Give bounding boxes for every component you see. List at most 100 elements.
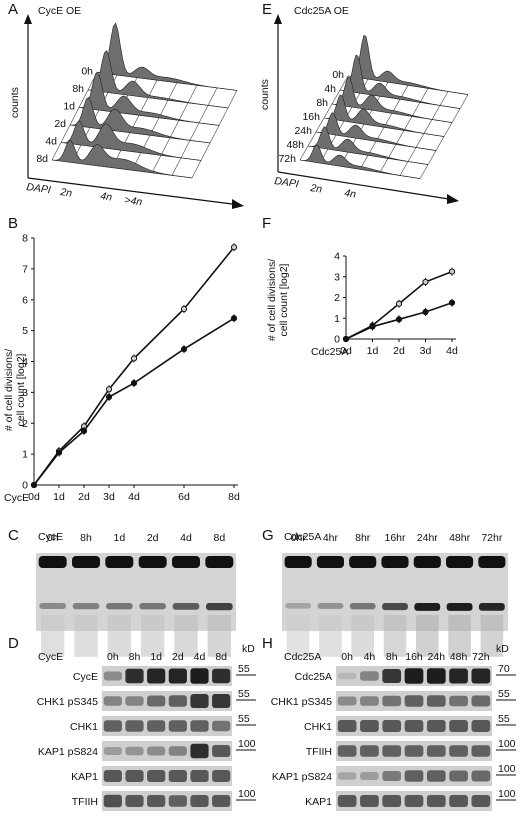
x-tick-label: 2d bbox=[78, 491, 90, 503]
blot-band bbox=[103, 671, 122, 681]
blot-band bbox=[337, 720, 357, 732]
blot-row-label: KAP1 bbox=[305, 796, 332, 808]
panel-c-gel-lanes: 0h 8h 1d 2d 4d 8d bbox=[36, 532, 236, 657]
kd-marker: 100 bbox=[498, 763, 516, 775]
blot-band bbox=[426, 770, 446, 782]
blot-band bbox=[125, 746, 144, 756]
gel-smear bbox=[174, 615, 198, 657]
panel-a-x-axis bbox=[27, 177, 241, 206]
kd-marker: 100 bbox=[238, 738, 256, 750]
panel-a-y-arrow bbox=[24, 14, 32, 24]
blot-band bbox=[382, 720, 402, 732]
gel-band bbox=[478, 603, 505, 611]
panel-a-x-arrow bbox=[232, 199, 244, 209]
lane-label: 8h bbox=[129, 651, 141, 663]
histogram-row-label: 48h bbox=[286, 139, 304, 151]
histogram-trace bbox=[78, 71, 220, 126]
y-tick-label: 6 bbox=[22, 294, 28, 306]
histogram-trace bbox=[87, 49, 229, 109]
blot-band bbox=[471, 720, 491, 732]
panel-d-kd-label: kD bbox=[242, 643, 255, 655]
gel-band bbox=[446, 603, 473, 611]
panel-e-xlabel: DAPI bbox=[274, 175, 300, 190]
panel-h-letter: H bbox=[262, 635, 273, 652]
blot-band bbox=[360, 772, 379, 780]
panel-c-label: CycE bbox=[38, 531, 63, 543]
gel-well bbox=[413, 556, 441, 568]
histogram-row-label: 8d bbox=[36, 153, 48, 165]
histogram-trace bbox=[69, 96, 211, 144]
panel-f-letter: F bbox=[262, 215, 271, 232]
blot-row-label: CHK1 bbox=[304, 721, 332, 733]
gel-smear bbox=[141, 615, 165, 657]
blot-band bbox=[103, 794, 122, 808]
blot-band bbox=[337, 745, 357, 757]
histogram-gridline bbox=[151, 85, 198, 173]
data-point bbox=[105, 386, 113, 393]
gel-well bbox=[446, 556, 474, 568]
y-tick-label: 3 bbox=[22, 387, 28, 399]
histogram-trace bbox=[347, 34, 469, 95]
gel-well bbox=[105, 556, 134, 568]
blot-row-label: TFIIH bbox=[72, 796, 98, 808]
blot-row-label: Cdc25A bbox=[295, 671, 332, 683]
gel-band bbox=[414, 603, 441, 611]
gel-well bbox=[284, 556, 312, 568]
lane-label: 24h bbox=[428, 651, 446, 663]
data-point bbox=[80, 427, 88, 435]
blot-band bbox=[382, 745, 402, 757]
histogram-trace bbox=[60, 120, 202, 161]
histogram-trace bbox=[51, 140, 193, 179]
blot-band bbox=[103, 747, 122, 755]
data-point bbox=[30, 481, 38, 489]
y-tick-label: 3 bbox=[334, 271, 340, 283]
histogram-trace bbox=[315, 112, 437, 151]
blot-band bbox=[449, 720, 468, 732]
gel-well bbox=[72, 556, 100, 568]
gel-smear bbox=[448, 615, 471, 657]
blot-band bbox=[125, 770, 144, 782]
x-tick-label: 4d bbox=[446, 345, 458, 357]
blot-band bbox=[190, 668, 209, 684]
blot-band bbox=[212, 745, 231, 757]
panel-g-label: Cdc25A bbox=[284, 531, 321, 543]
x-tick-label: 4d bbox=[128, 491, 140, 503]
blot-band bbox=[125, 720, 144, 732]
blot-band bbox=[168, 795, 187, 807]
blot-band bbox=[190, 743, 209, 759]
lane-label: 72h bbox=[472, 651, 490, 663]
histogram-row-label: 4h bbox=[324, 83, 336, 95]
gel-well bbox=[381, 556, 409, 568]
kd-marker: 100 bbox=[498, 788, 516, 800]
x-tick-label: 0d bbox=[28, 491, 40, 503]
panel-a-xtick: >4n bbox=[124, 194, 143, 208]
panel-e-histograms: 0h 4h 8h 16h 24h 48h 72h bbox=[278, 34, 469, 179]
blot-band bbox=[382, 669, 402, 683]
histogram-row-label: 4d bbox=[45, 136, 57, 148]
histogram-row-label: 72h bbox=[278, 153, 296, 165]
blot-band bbox=[190, 770, 209, 782]
blot-band bbox=[125, 668, 144, 684]
kd-marker: 55 bbox=[238, 688, 250, 700]
panel-d-letter: D bbox=[8, 635, 19, 652]
blot-band bbox=[103, 770, 122, 782]
blot-row-label: CHK1 bbox=[70, 721, 98, 733]
blot-band bbox=[190, 694, 209, 708]
lane-label: 2d bbox=[147, 532, 159, 544]
blot-row-label: CHK1 pS345 bbox=[37, 696, 98, 708]
lane-label: 8hr bbox=[355, 532, 371, 544]
data-point bbox=[130, 380, 138, 387]
gel-smear bbox=[286, 615, 310, 657]
data-point bbox=[180, 346, 188, 353]
panel-e-x-arrow bbox=[447, 194, 459, 204]
panel-a-xtick: 4n bbox=[100, 190, 113, 204]
blot-band bbox=[147, 695, 166, 707]
histogram-gridline bbox=[171, 87, 218, 176]
lane-label: 0h bbox=[47, 532, 59, 544]
lane-label: 4d bbox=[194, 651, 206, 663]
lane-label: 8d bbox=[215, 651, 227, 663]
blot-band bbox=[449, 695, 468, 707]
gel-band bbox=[317, 603, 344, 609]
gel-smear bbox=[41, 615, 65, 657]
lane-label: 4d bbox=[180, 532, 192, 544]
